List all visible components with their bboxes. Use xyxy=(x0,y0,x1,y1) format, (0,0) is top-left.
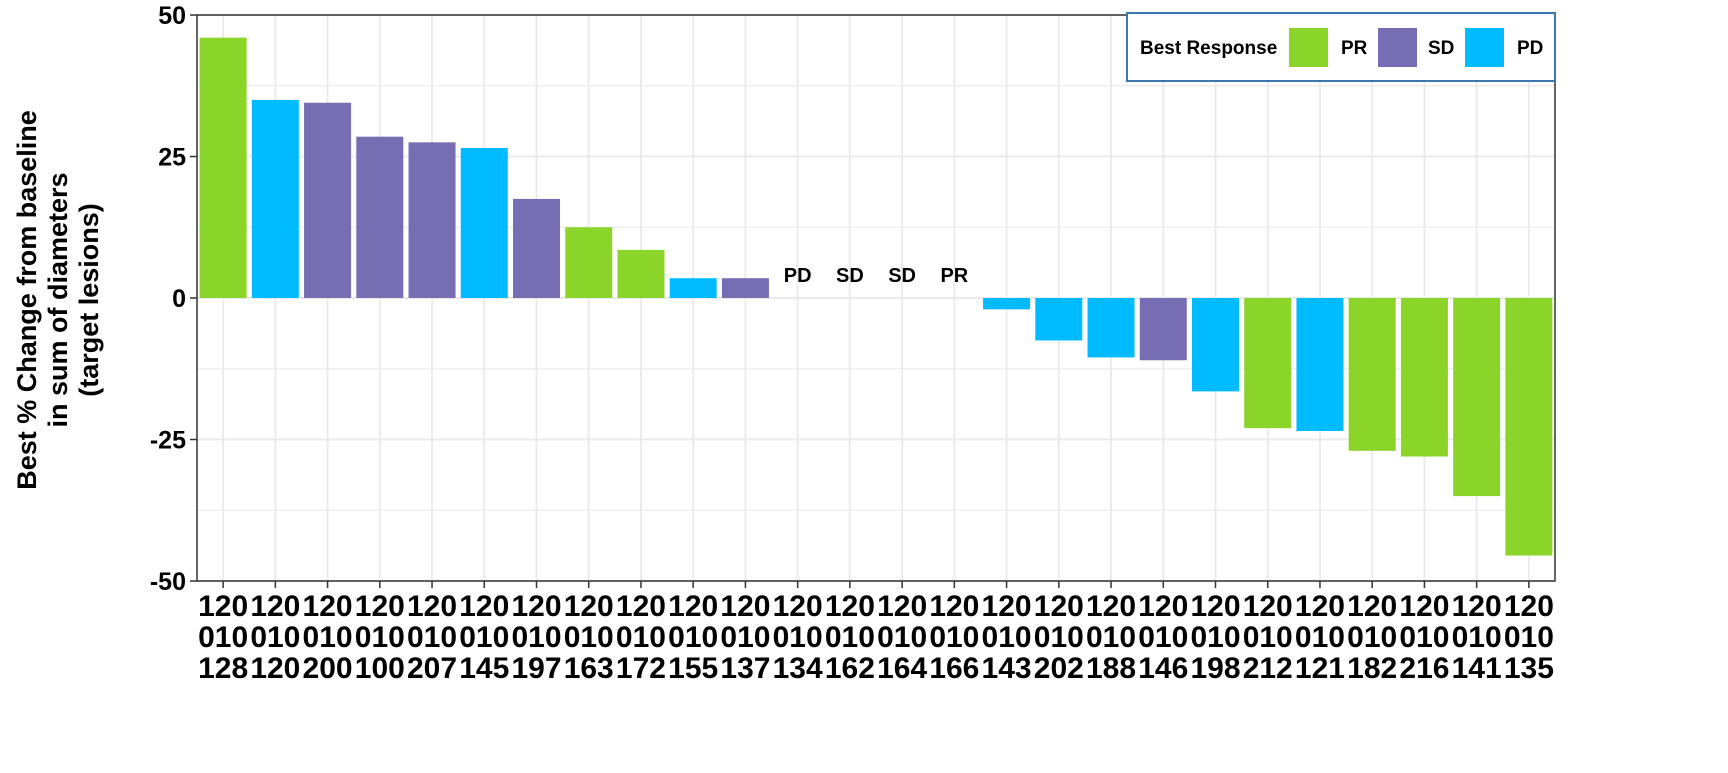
bar xyxy=(1453,298,1501,497)
x-tick-label: 120 010 141 xyxy=(1452,590,1502,685)
bar xyxy=(983,298,1031,310)
x-tick-label: 120 010 172 xyxy=(616,590,666,685)
x-tick-label: 120 010 166 xyxy=(929,590,979,685)
x-tick-label: 120 010 121 xyxy=(1295,590,1345,685)
x-tick-label: 120 010 143 xyxy=(982,590,1032,685)
x-tick-label: 120 010 100 xyxy=(355,590,405,685)
zero-value-label: PD xyxy=(784,265,812,287)
legend-label-pd: PD xyxy=(1517,38,1543,59)
bar xyxy=(199,37,247,298)
x-tick-label: 120 010 134 xyxy=(773,590,823,685)
bar xyxy=(408,142,456,298)
legend-title: Best Response xyxy=(1140,38,1277,59)
x-tick-label: 120 010 120 xyxy=(250,590,300,685)
bar xyxy=(1505,298,1553,556)
bar xyxy=(1296,298,1344,432)
x-tick-label: 120 010 162 xyxy=(825,590,875,685)
bar xyxy=(460,148,508,298)
bar xyxy=(1348,298,1396,451)
zero-value-labels: PD SD SD PR xyxy=(784,265,969,287)
bar xyxy=(1400,298,1448,457)
bar xyxy=(1139,298,1187,361)
x-tick-label: 120 010 216 xyxy=(1399,590,1449,685)
bar xyxy=(356,136,404,298)
x-tick-label: 120 010 197 xyxy=(511,590,561,685)
bar xyxy=(1191,298,1240,392)
x-tick-label: 120 010 163 xyxy=(564,590,614,685)
legend-swatch-sd xyxy=(1378,28,1417,67)
bar xyxy=(251,99,299,299)
y-axis-ticks: 50 25 0 -25 -50 xyxy=(150,2,197,596)
bar xyxy=(721,278,769,298)
x-tick-label: 120 010 182 xyxy=(1347,590,1397,685)
legend-items: PR SD PD xyxy=(1289,28,1543,67)
y-tick-label: 0 xyxy=(172,285,186,313)
x-tick-label: 120 010 146 xyxy=(1138,590,1188,685)
bar xyxy=(669,278,717,298)
bar xyxy=(1244,298,1292,429)
bar xyxy=(304,102,352,298)
x-tick-label: 120 010 128 xyxy=(198,590,248,685)
bars xyxy=(199,37,1553,556)
x-tick-label: 120 010 155 xyxy=(668,590,718,685)
x-tick-label: 120 010 200 xyxy=(303,590,353,685)
bar xyxy=(565,227,613,298)
legend: Best Response PR SD PD xyxy=(1126,12,1556,82)
x-tick-label: 120 010 212 xyxy=(1243,590,1293,685)
x-tick-label: 120 010 135 xyxy=(1504,590,1554,685)
legend-label-sd: SD xyxy=(1428,38,1454,59)
legend-label-pr: PR xyxy=(1341,38,1368,59)
x-tick-label: 120 010 137 xyxy=(720,590,770,685)
x-tick-label: 120 010 202 xyxy=(1034,590,1084,685)
bar xyxy=(617,249,665,298)
zero-value-label: SD xyxy=(836,265,864,287)
x-tick-label: 120 010 207 xyxy=(407,590,457,685)
x-tick-label: 120 010 198 xyxy=(1190,590,1240,685)
y-tick-label: -50 xyxy=(150,568,186,596)
zero-value-label: PR xyxy=(940,265,968,287)
x-tick-label: 120 010 164 xyxy=(877,590,927,685)
y-tick-label: -25 xyxy=(150,427,186,455)
y-axis-label: Best % Change from baselinein sum of dia… xyxy=(12,110,104,490)
legend-swatch-pd xyxy=(1465,28,1504,67)
bar xyxy=(1087,298,1135,358)
bar xyxy=(1035,298,1083,341)
bar xyxy=(512,198,561,298)
x-tick-label: 120 010 188 xyxy=(1086,590,1136,685)
y-tick-label: 25 xyxy=(158,144,186,172)
y-tick-label: 50 xyxy=(158,2,186,30)
legend-swatch-pr xyxy=(1289,28,1328,67)
zero-value-label: SD xyxy=(888,265,916,287)
x-tick-label: 120 010 145 xyxy=(459,590,509,685)
